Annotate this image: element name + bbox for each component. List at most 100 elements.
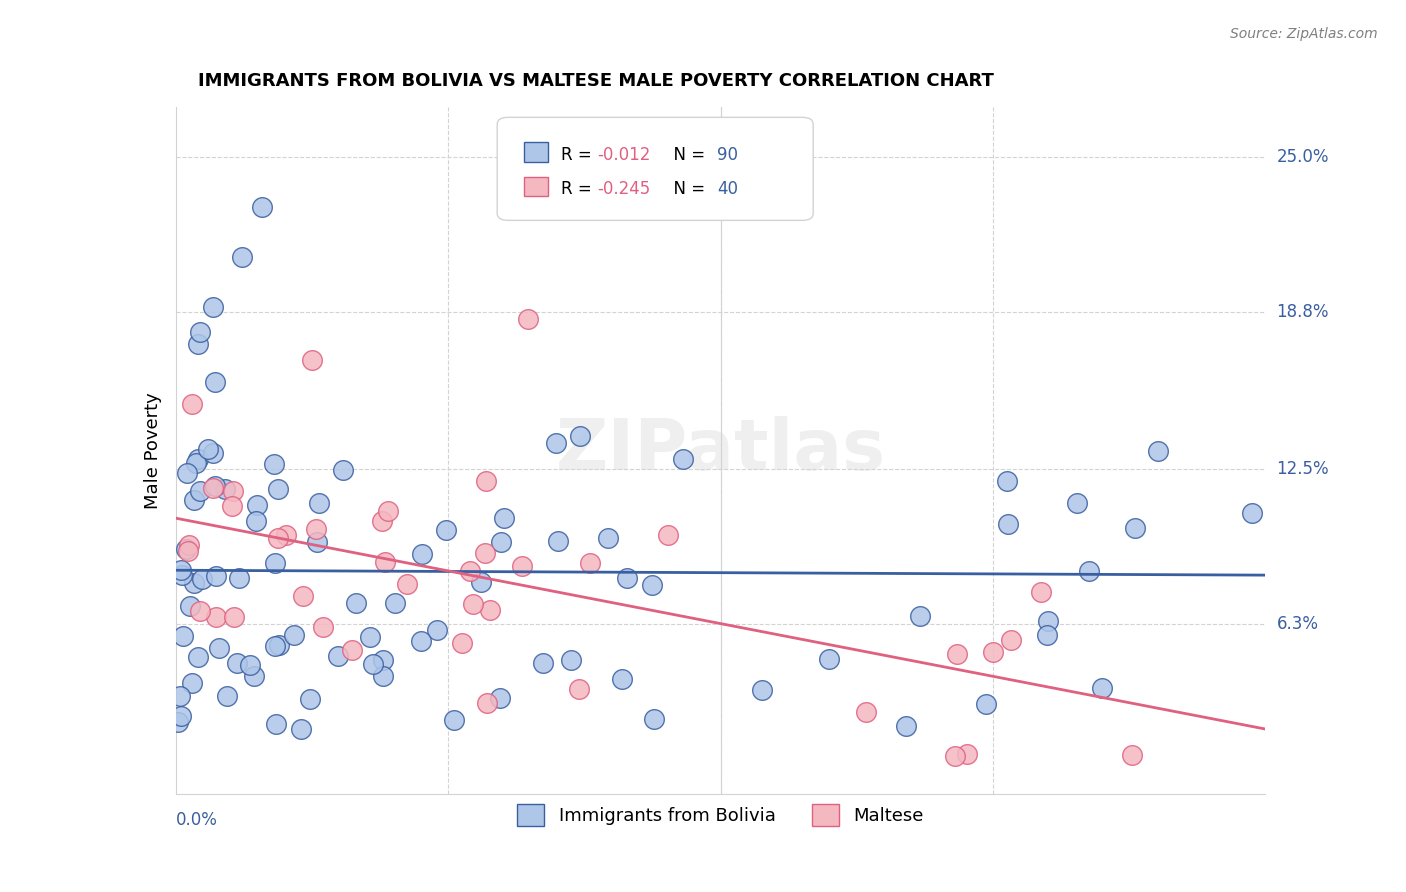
Text: N =: N = bbox=[662, 146, 710, 164]
Point bbox=[943, 749, 966, 764]
Point bbox=[908, 608, 931, 623]
Point bbox=[224, 610, 246, 624]
Point bbox=[458, 564, 481, 578]
Point bbox=[228, 571, 250, 585]
Point bbox=[751, 683, 773, 698]
Point bbox=[371, 653, 394, 667]
Point bbox=[197, 442, 219, 456]
Point bbox=[1121, 747, 1143, 762]
Point bbox=[207, 640, 229, 655]
Point bbox=[305, 522, 328, 536]
Point bbox=[172, 629, 194, 643]
Point bbox=[981, 645, 1004, 659]
Point bbox=[610, 672, 633, 686]
Point bbox=[214, 482, 236, 496]
Point bbox=[671, 452, 693, 467]
Point bbox=[204, 375, 226, 389]
Point bbox=[547, 533, 569, 548]
Point bbox=[190, 572, 212, 586]
Point bbox=[956, 747, 979, 761]
Point bbox=[267, 532, 290, 546]
Point bbox=[531, 656, 554, 670]
Point bbox=[896, 719, 918, 733]
Point bbox=[470, 575, 492, 590]
Text: R =: R = bbox=[561, 180, 598, 198]
Point bbox=[855, 705, 877, 719]
Point bbox=[568, 681, 591, 696]
Point bbox=[204, 479, 226, 493]
Point bbox=[283, 627, 305, 641]
Point bbox=[371, 668, 394, 682]
Point bbox=[359, 630, 381, 644]
Point bbox=[183, 493, 205, 508]
Point bbox=[243, 668, 266, 682]
Point bbox=[307, 534, 329, 549]
Point bbox=[215, 689, 238, 703]
Text: 6.3%: 6.3% bbox=[1277, 615, 1319, 633]
Point bbox=[167, 714, 190, 729]
Point bbox=[477, 697, 499, 711]
Point bbox=[344, 596, 367, 610]
Point bbox=[187, 452, 209, 467]
Point bbox=[997, 517, 1019, 532]
Text: 18.8%: 18.8% bbox=[1277, 303, 1329, 321]
Point bbox=[974, 698, 997, 712]
Point bbox=[250, 200, 273, 214]
Point bbox=[411, 547, 433, 561]
Point bbox=[384, 596, 406, 610]
Point bbox=[1091, 681, 1114, 695]
Point bbox=[187, 649, 209, 664]
Point bbox=[332, 463, 354, 477]
Point bbox=[264, 639, 287, 653]
Point bbox=[1066, 496, 1088, 510]
Point bbox=[231, 250, 253, 264]
Point bbox=[488, 691, 510, 706]
Point bbox=[340, 643, 363, 657]
Point bbox=[371, 514, 394, 528]
Point bbox=[188, 325, 211, 339]
Point bbox=[474, 546, 496, 560]
Point bbox=[205, 569, 228, 583]
Point bbox=[818, 652, 841, 666]
Point bbox=[169, 689, 191, 703]
Point bbox=[267, 638, 290, 652]
Point bbox=[226, 656, 249, 670]
Point bbox=[181, 676, 204, 690]
Text: -0.245: -0.245 bbox=[598, 180, 651, 198]
Text: N =: N = bbox=[662, 180, 710, 198]
Point bbox=[174, 541, 197, 556]
Point bbox=[328, 648, 350, 663]
Text: 25.0%: 25.0% bbox=[1277, 148, 1329, 166]
Text: ZIPatlas: ZIPatlas bbox=[555, 416, 886, 485]
FancyBboxPatch shape bbox=[524, 143, 548, 162]
Point bbox=[396, 577, 419, 591]
Point bbox=[657, 528, 679, 542]
Point bbox=[946, 648, 969, 662]
Point bbox=[246, 498, 269, 512]
Point bbox=[1147, 443, 1170, 458]
Point bbox=[492, 510, 515, 524]
Point bbox=[1038, 614, 1060, 628]
Point bbox=[312, 620, 335, 634]
Point bbox=[1000, 632, 1022, 647]
Point bbox=[264, 716, 287, 731]
Point bbox=[187, 337, 209, 351]
Point bbox=[474, 474, 496, 488]
Point bbox=[1036, 628, 1059, 642]
Text: 40: 40 bbox=[717, 180, 738, 198]
Text: 90: 90 bbox=[717, 146, 738, 164]
Text: IMMIGRANTS FROM BOLIVIA VS MALTESE MALE POVERTY CORRELATION CHART: IMMIGRANTS FROM BOLIVIA VS MALTESE MALE … bbox=[197, 72, 994, 90]
Point bbox=[205, 609, 228, 624]
Point bbox=[411, 634, 433, 648]
Point bbox=[450, 635, 472, 649]
Point bbox=[183, 576, 205, 591]
Point bbox=[512, 559, 534, 574]
Point bbox=[373, 555, 395, 569]
Point bbox=[478, 603, 501, 617]
Point bbox=[546, 436, 568, 450]
Y-axis label: Male Poverty: Male Poverty bbox=[143, 392, 162, 508]
Point bbox=[298, 692, 321, 706]
Point bbox=[643, 712, 665, 726]
Point bbox=[221, 499, 243, 513]
Point bbox=[266, 483, 288, 497]
